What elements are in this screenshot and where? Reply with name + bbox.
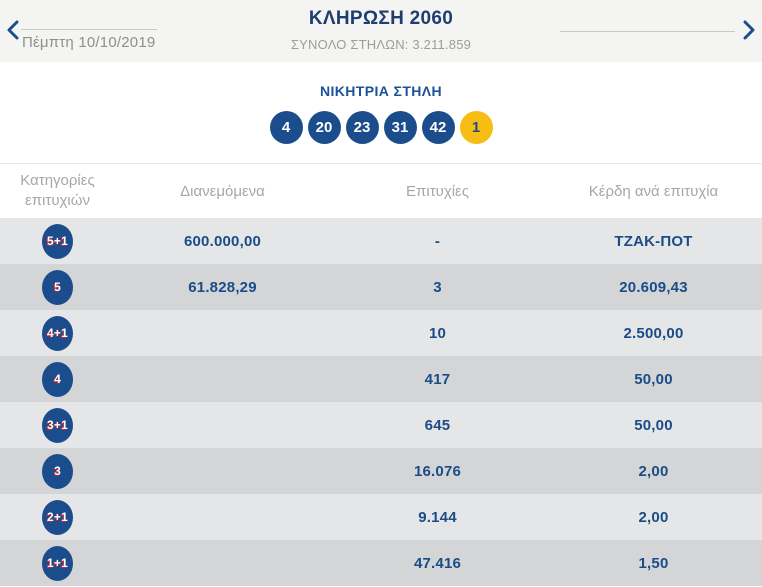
header-divider-right — [560, 31, 735, 32]
chevron-right-icon — [741, 20, 757, 40]
table-row: 5+1 600.000,00 - ΤΖΑΚ-ΠΟΤ — [0, 218, 762, 264]
distributed-value: 61.828,29 — [188, 278, 257, 296]
category-badge: 4+1 — [42, 315, 73, 351]
table-row: 3+1 645 50,00 — [0, 402, 762, 448]
winnings-value: 2.500,00 — [623, 324, 684, 342]
winners-value: 9.144 — [418, 508, 457, 526]
table-row: 5 61.828,29 3 20.609,43 — [0, 264, 762, 310]
distributed-value: 600.000,00 — [183, 232, 262, 250]
winners-value: 645 — [424, 416, 451, 434]
winnings-value: 50,00 — [634, 370, 673, 388]
winnings-value: 20.609,43 — [619, 278, 688, 296]
column-header-category: Κατηγορίες επιτυχιών — [20, 171, 95, 209]
category-badge: 5+1 — [42, 223, 73, 259]
winners-value: 16.076 — [413, 462, 462, 480]
header-divider-left — [21, 29, 157, 30]
column-header-distributed: Διανεμόμενα — [180, 182, 265, 200]
winnings-value: 2,00 — [638, 508, 669, 526]
winnings-value: 1,50 — [638, 554, 669, 572]
category-badge: 5 — [42, 269, 73, 305]
prize-table: Κατηγορίες επιτυχιών Διανεμόμενα Επιτυχί… — [0, 163, 762, 586]
draw-title: ΚΛΗΡΩΣΗ 2060 — [308, 8, 454, 29]
winnings-value: ΤΖΑΚ-ΠΟΤ — [614, 232, 693, 250]
total-columns-label: ΣΥΝΟΛΟ ΣΤΗΛΩΝ: 3.211.859 — [290, 37, 472, 52]
table-row: 3 16.076 2,00 — [0, 448, 762, 494]
winning-number-ball: 42 — [421, 111, 455, 144]
winning-column-title: ΝΙΚΗΤΡΙΑ ΣΤΗΛΗ — [319, 83, 443, 99]
previous-draw-button[interactable] — [5, 20, 21, 40]
winners-value: 417 — [424, 370, 451, 388]
winning-column-section: ΝΙΚΗΤΡΙΑ ΣΤΗΛΗ 4 20 23 31 42 1 — [0, 62, 762, 163]
winners-value: 10 — [428, 324, 447, 342]
winning-number-ball: 20 — [307, 111, 341, 144]
category-badge: 4 — [42, 361, 73, 397]
column-header-winnings: Κέρδη ανά επιτυχία — [588, 182, 719, 200]
draw-header: Πέμπτη 10/10/2019 ΚΛΗΡΩΣΗ 2060 ΣΥΝΟΛΟ ΣΤ… — [0, 0, 762, 62]
column-header-winners: Επιτυχίες — [406, 182, 469, 200]
prize-table-header: Κατηγορίες επιτυχιών Διανεμόμενα Επιτυχί… — [0, 163, 762, 218]
next-draw-button[interactable] — [741, 20, 757, 40]
winning-number-ball: 4 — [269, 111, 303, 144]
winnings-value: 2,00 — [638, 462, 669, 480]
chevron-left-icon — [5, 20, 21, 40]
category-badge: 1+1 — [42, 545, 73, 581]
winning-numbers: 4 20 23 31 42 1 — [0, 111, 762, 144]
winning-number-ball: 23 — [345, 111, 379, 144]
category-badge: 3+1 — [42, 407, 73, 443]
winnings-value: 50,00 — [634, 416, 673, 434]
category-badge: 3 — [42, 453, 73, 489]
table-row: 1+1 47.416 1,50 — [0, 540, 762, 586]
category-badge: 2+1 — [42, 499, 73, 535]
table-row: 2+1 9.144 2,00 — [0, 494, 762, 540]
table-row: 4+1 10 2.500,00 — [0, 310, 762, 356]
draw-title-block: ΚΛΗΡΩΣΗ 2060 ΣΥΝΟΛΟ ΣΤΗΛΩΝ: 3.211.859 — [0, 8, 762, 52]
winners-value: 47.416 — [413, 554, 462, 572]
winners-value: 3 — [433, 278, 442, 296]
winning-number-ball: 31 — [383, 111, 417, 144]
winners-value: - — [434, 232, 441, 250]
bonus-number-ball: 1 — [459, 111, 493, 144]
table-row: 4 417 50,00 — [0, 356, 762, 402]
draw-date: Πέμπτη 10/10/2019 — [22, 34, 156, 51]
